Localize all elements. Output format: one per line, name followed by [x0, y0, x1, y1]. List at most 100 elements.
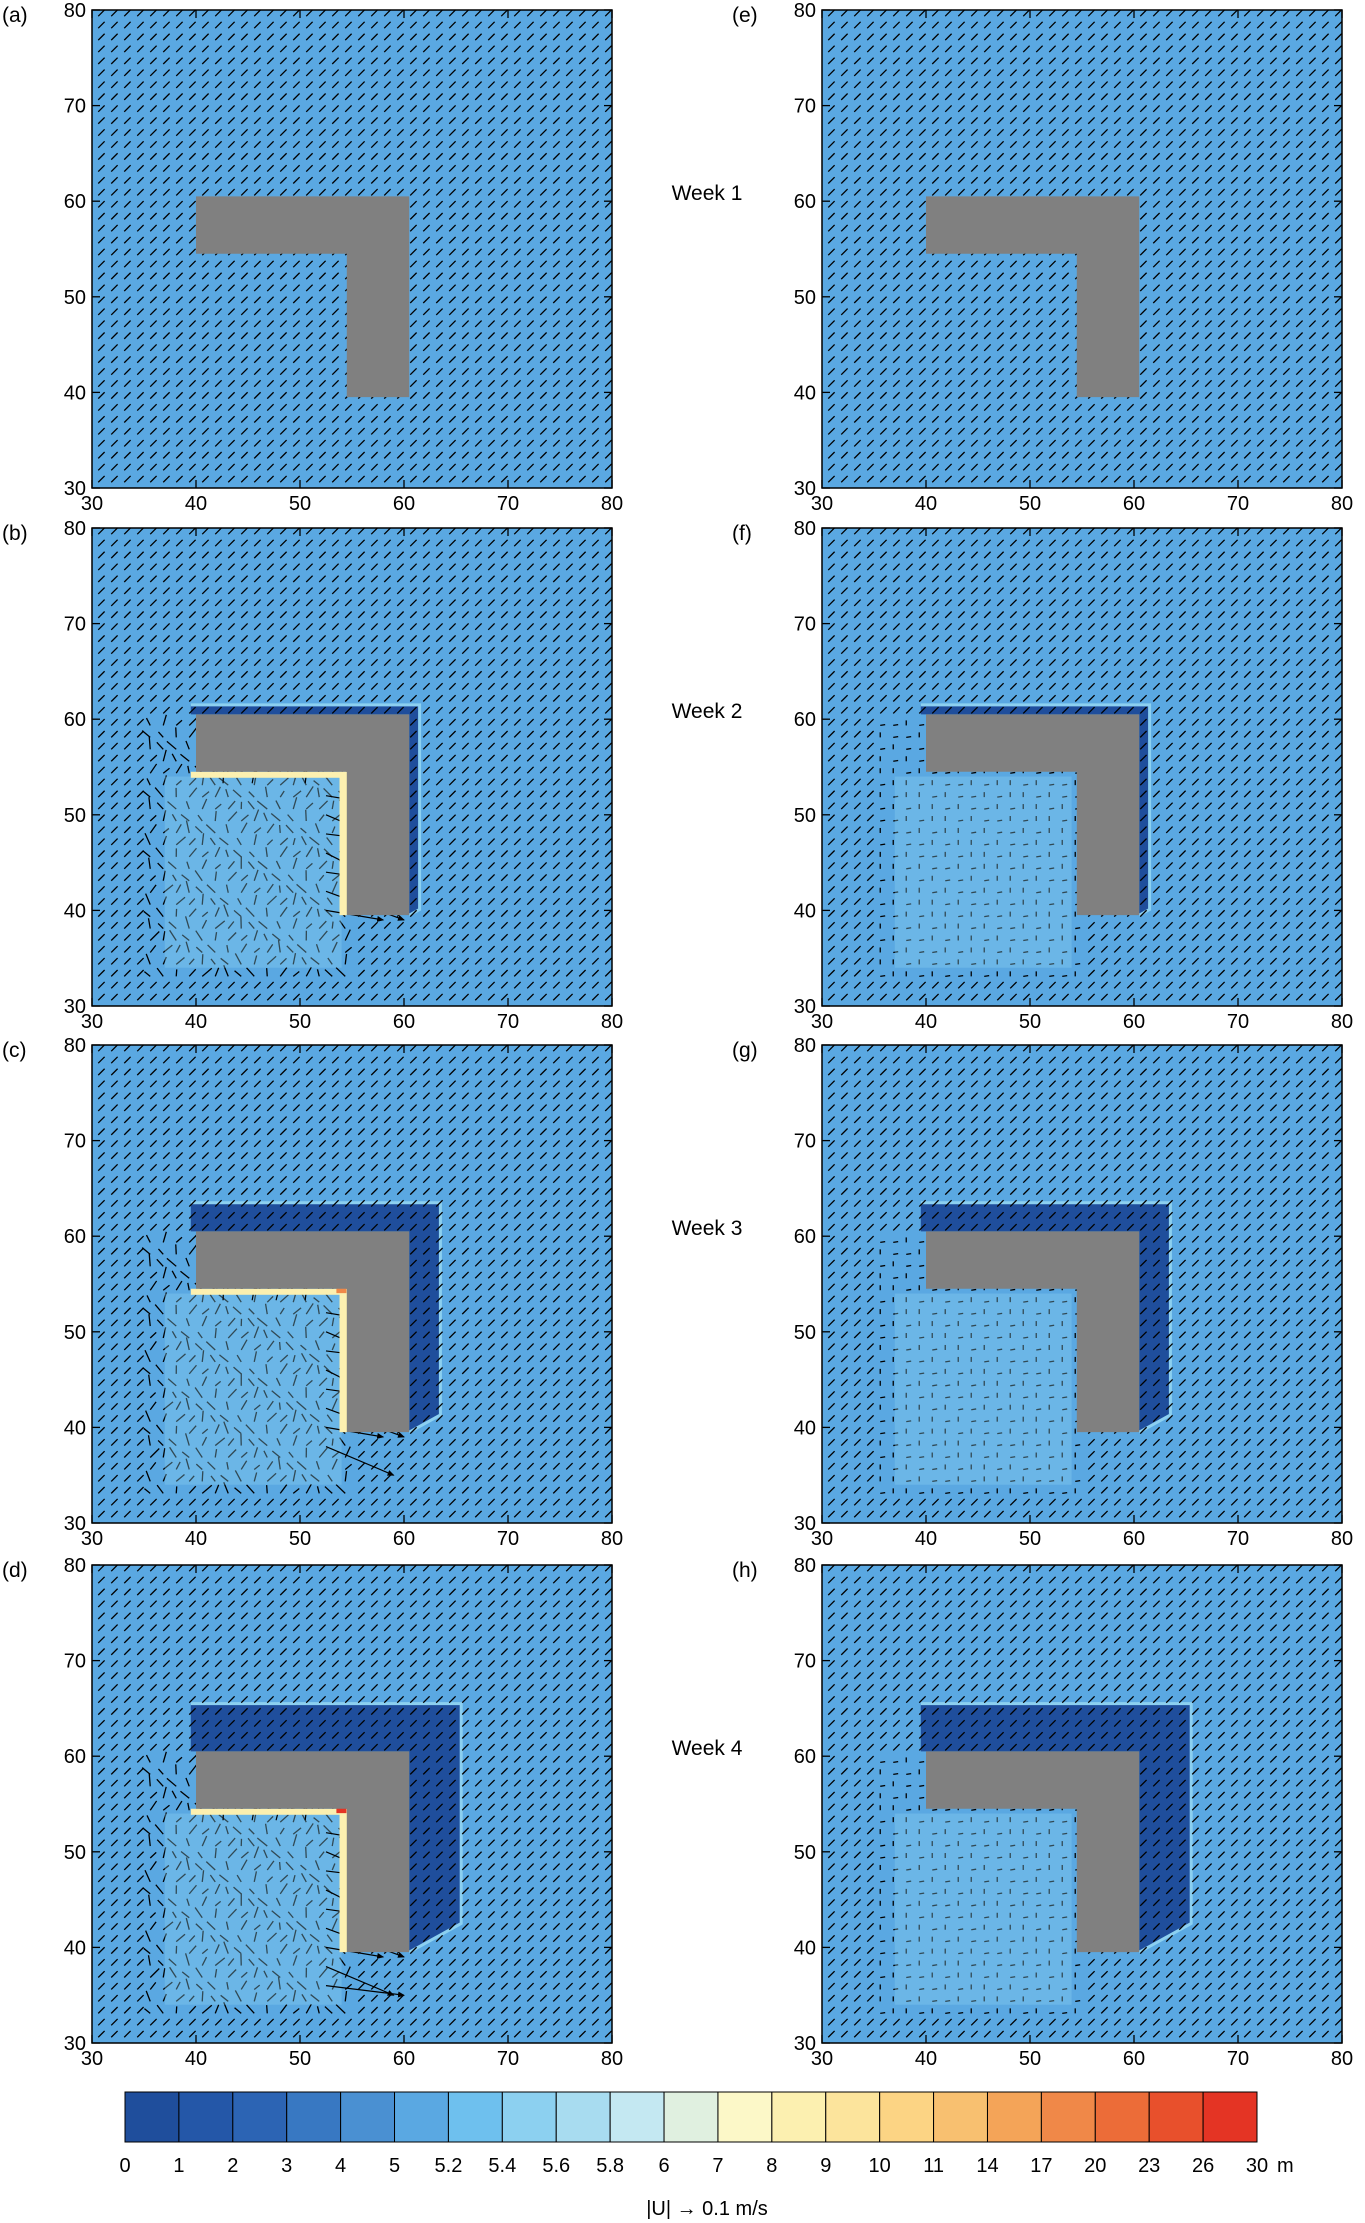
arrow [487, 116, 496, 125]
arrow [240, 343, 249, 352]
arrow [136, 551, 145, 559]
arrow [97, 463, 106, 471]
arrow [279, 897, 288, 906]
arrow [578, 451, 587, 459]
arrow [474, 296, 483, 304]
arrow [188, 898, 196, 906]
arrow [201, 563, 210, 571]
arrow [591, 200, 600, 208]
arrow [301, 896, 307, 905]
arrow [552, 164, 561, 173]
arrow [175, 104, 184, 113]
velocity-arrows [97, 527, 613, 1001]
arrow [461, 320, 470, 328]
arrow [227, 104, 236, 113]
arrow [149, 116, 158, 125]
arrow [162, 539, 171, 547]
arrow [279, 81, 288, 89]
arrow [266, 694, 275, 702]
arrow [97, 403, 106, 412]
arrow [97, 236, 106, 244]
arrow [246, 967, 255, 977]
arrow [565, 379, 574, 388]
arrow [578, 415, 587, 423]
arrow [552, 45, 561, 53]
arrow [292, 837, 296, 846]
arrow [435, 427, 444, 435]
arrow [279, 439, 288, 447]
arrow [448, 33, 457, 41]
arrow [214, 332, 223, 340]
arrow [448, 45, 457, 53]
arrow [162, 152, 171, 161]
arrow [578, 45, 587, 53]
arrow [167, 801, 177, 810]
arrow [279, 57, 288, 65]
arrow [188, 575, 197, 583]
arrow [188, 45, 197, 53]
arrow [188, 248, 197, 256]
arrow [331, 463, 340, 471]
arrow [357, 188, 366, 196]
arrow [604, 236, 613, 244]
arrow [396, 451, 405, 459]
arrow [513, 308, 522, 316]
arrow [188, 140, 197, 149]
arrow [110, 587, 119, 595]
arrow [97, 57, 106, 65]
arrow [123, 463, 132, 471]
arrow [396, 128, 405, 137]
arrow [331, 391, 340, 400]
arrow [175, 236, 184, 244]
arrow [305, 966, 312, 977]
y-tick-label: 80 [64, 1035, 86, 1057]
arrow [500, 439, 509, 447]
arrow [409, 248, 418, 256]
arrow [539, 355, 548, 364]
arrow [97, 981, 106, 989]
arrow [487, 212, 496, 220]
arrow [383, 33, 392, 41]
arrow [136, 778, 145, 786]
arrow [357, 93, 366, 101]
arrow [145, 953, 151, 965]
arrow [185, 801, 190, 810]
arrow [344, 152, 353, 161]
arrow [448, 427, 457, 435]
arrow [162, 308, 171, 316]
arrow [175, 332, 184, 340]
arrow [591, 367, 600, 376]
arrow [435, 296, 444, 304]
arrow [500, 463, 509, 471]
arrow [188, 981, 197, 989]
arrow [383, 403, 392, 412]
arrow [97, 658, 106, 667]
arrow [500, 188, 509, 196]
arrow [240, 882, 248, 894]
arrow [286, 945, 294, 953]
arrow [264, 786, 268, 798]
arrow [201, 104, 210, 113]
arrow [110, 164, 119, 173]
arrow [225, 849, 229, 858]
arrow [422, 9, 431, 17]
arrow [266, 296, 275, 304]
arrow [513, 200, 522, 208]
arrow [487, 427, 496, 435]
arrow [123, 754, 132, 762]
arrow [97, 933, 106, 941]
arrow [461, 152, 470, 161]
arrow [275, 860, 281, 870]
arrow [461, 427, 470, 435]
arrow [188, 587, 197, 595]
arrow [422, 116, 431, 125]
arrow [461, 236, 470, 244]
arrow [591, 284, 600, 292]
arrow [318, 981, 327, 989]
arrow [513, 9, 522, 17]
arrow [123, 379, 132, 388]
arrow [214, 379, 223, 388]
arrow [110, 391, 119, 400]
arrow [539, 9, 548, 17]
arrow [318, 874, 325, 882]
